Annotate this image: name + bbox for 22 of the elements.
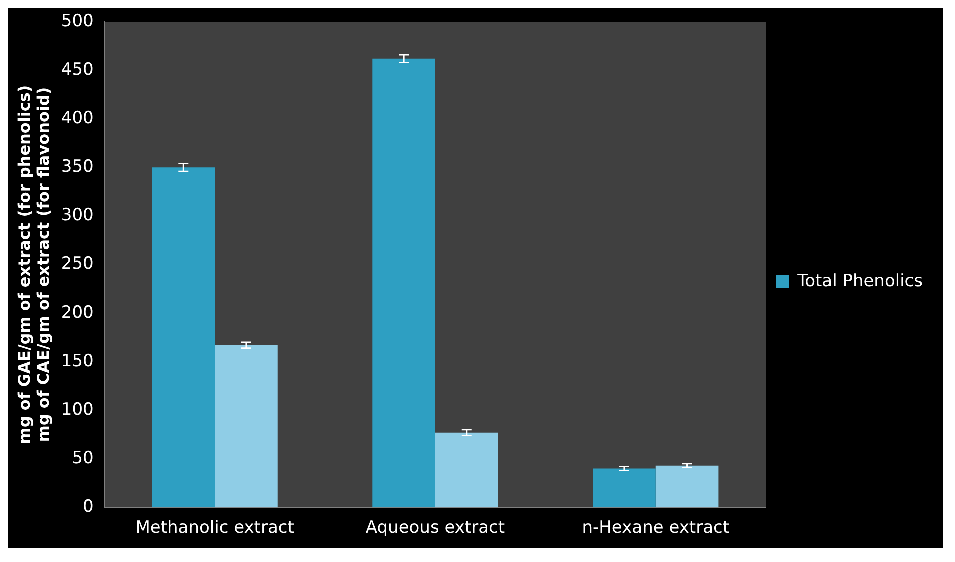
y-tick-label: 250 [61,254,94,274]
y-tick-label: 400 [61,108,94,129]
y-tick-label: 350 [61,157,94,178]
bar [215,345,278,508]
y-tick-label: 0 [83,497,94,518]
bar [372,58,436,508]
y-tick-label: 450 [61,60,94,80]
y-tick-label: 100 [61,400,94,420]
bar [656,466,719,508]
x-tick-label: Methanolic extract [136,518,295,538]
x-tick-label: Aqueous extract [366,518,506,538]
y-tick-label: 500 [61,11,94,32]
y-tick-label: 200 [61,302,94,323]
y-axis-title: mg of GAE/gm of extract (for phenolics) mg of CAE/gm of extract (for flavonoid) [14,85,53,444]
y-tick-label: 300 [61,206,94,226]
y-tick-label: 50 [72,448,94,468]
bar [435,432,498,508]
legend-label: Total Phenolics [796,271,924,292]
y-tick-label: 150 [61,351,94,372]
x-tick-label: n-Hexane extract [582,518,730,538]
bar [152,168,216,508]
bar [593,468,656,508]
